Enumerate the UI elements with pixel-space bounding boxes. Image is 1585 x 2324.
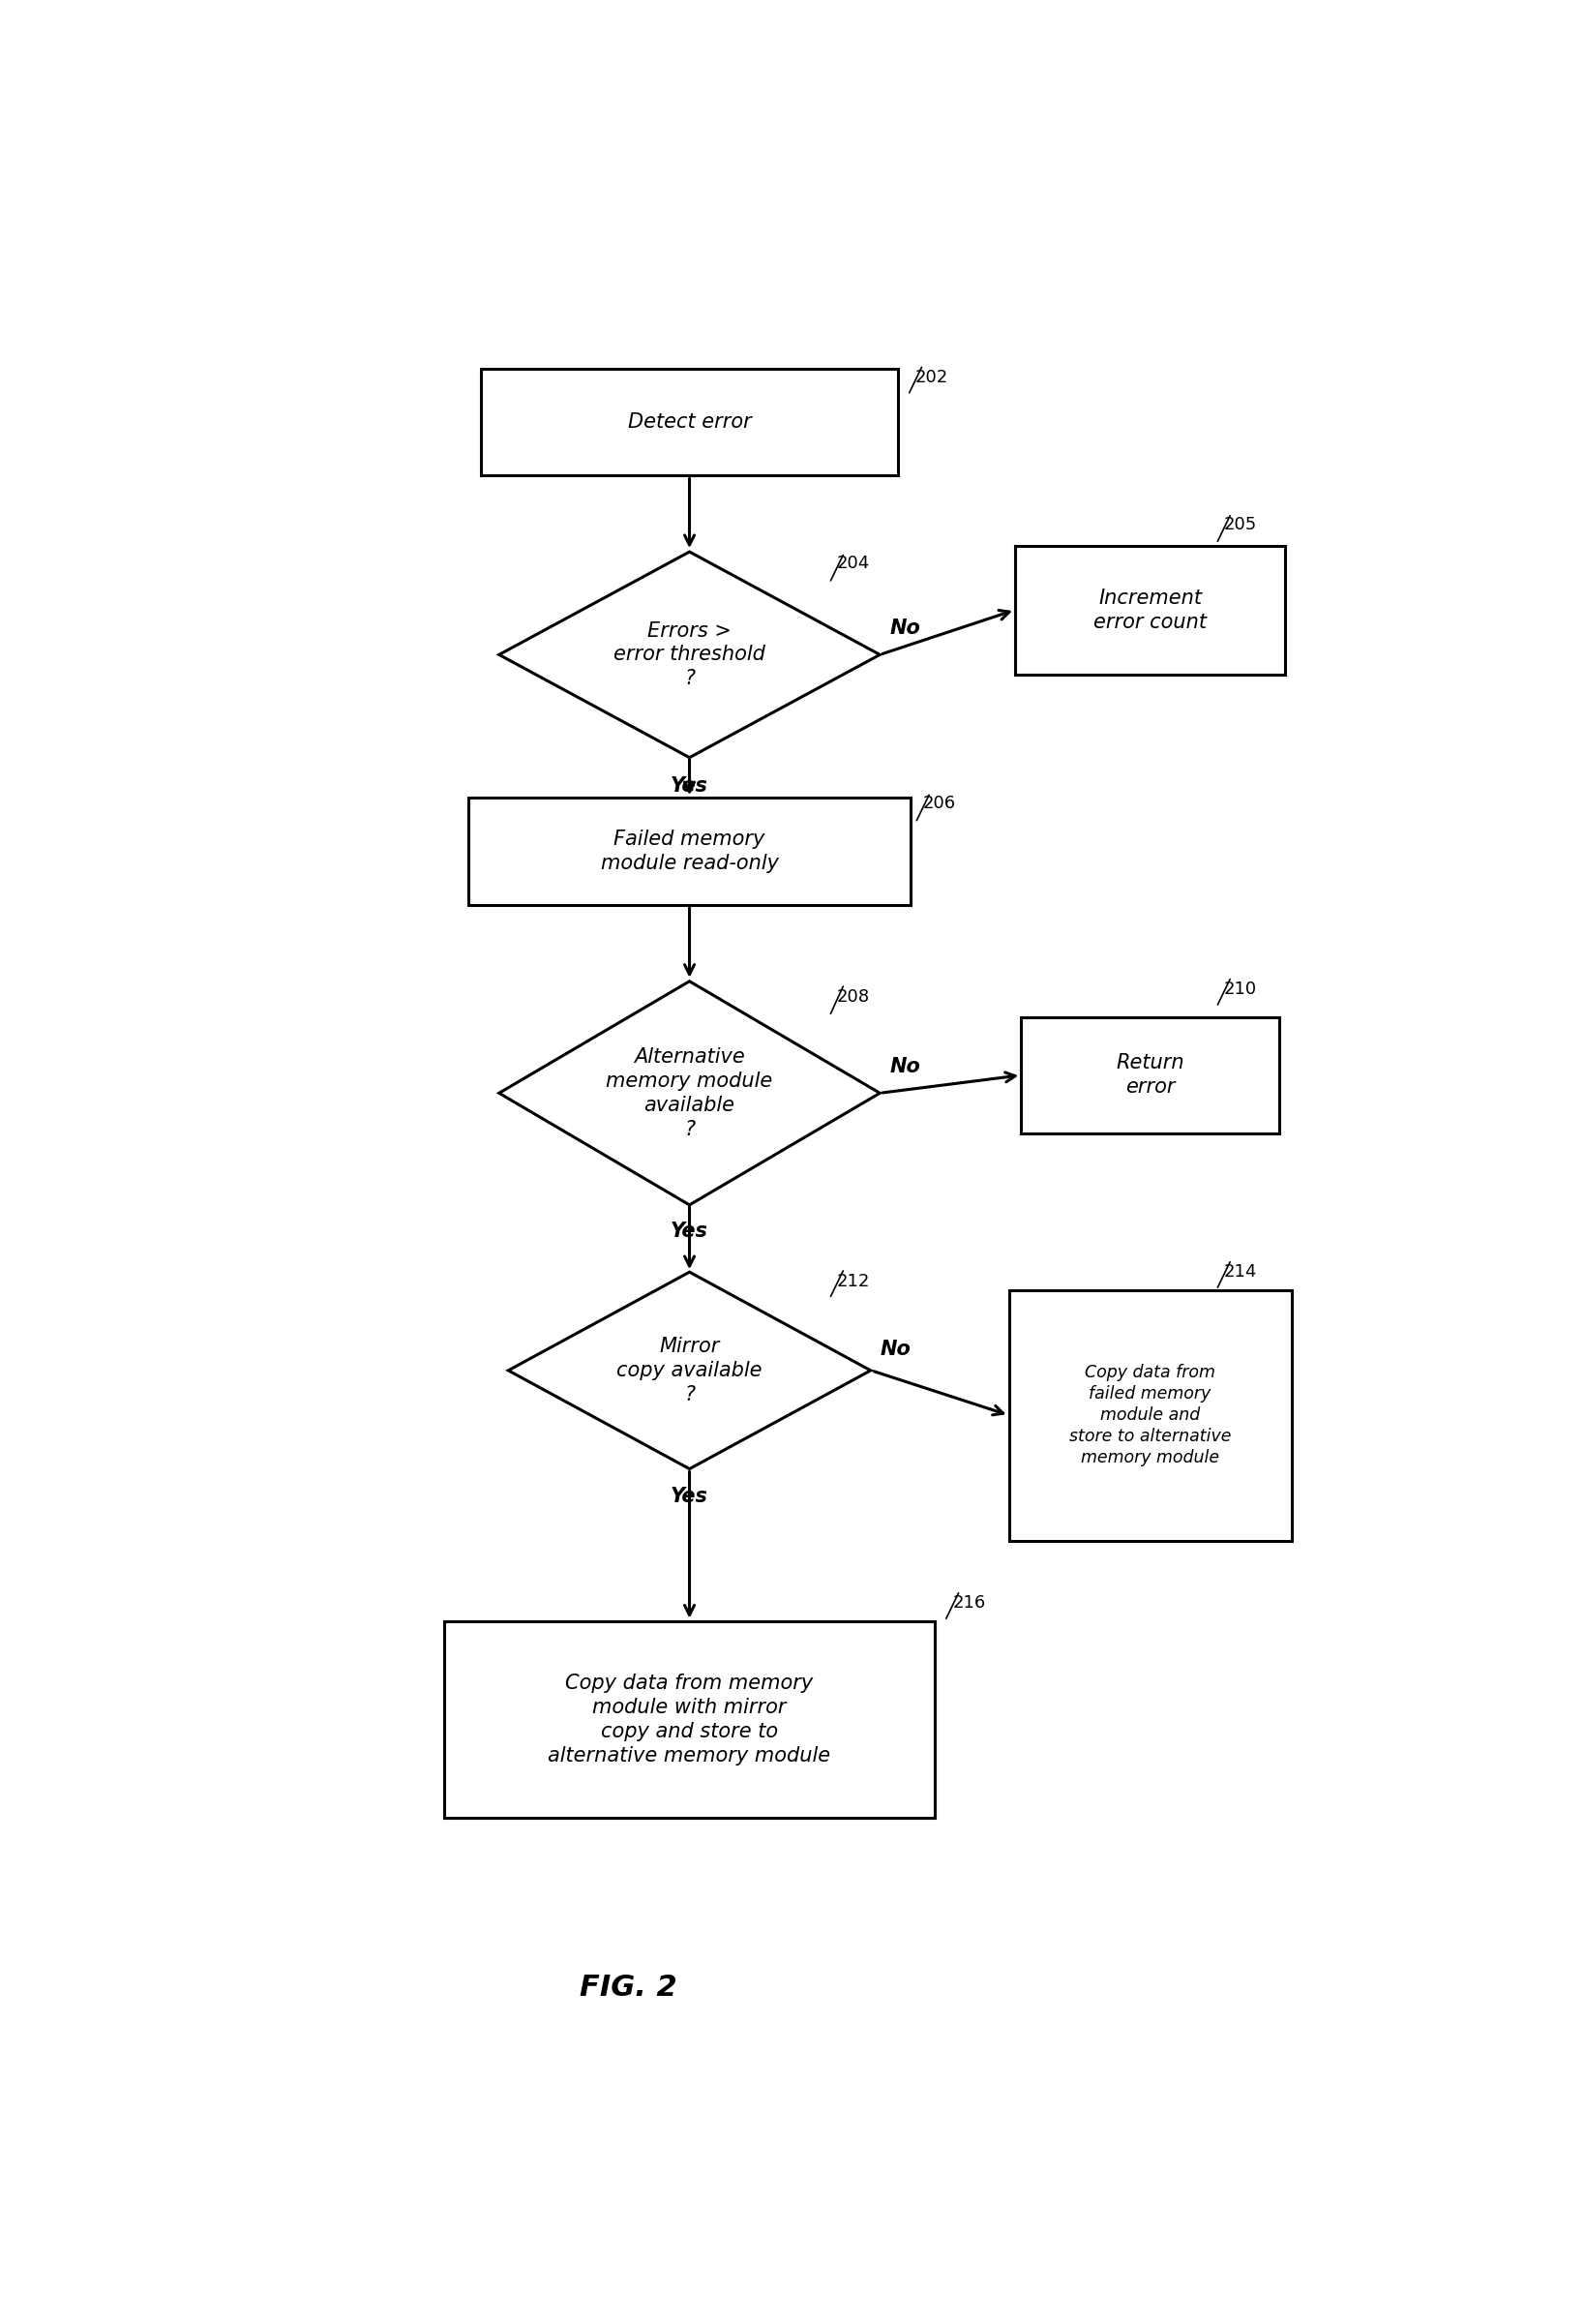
Text: 214: 214 — [1224, 1264, 1257, 1281]
Polygon shape — [509, 1271, 870, 1469]
Text: No: No — [880, 1339, 911, 1360]
Bar — [480, 367, 899, 476]
Polygon shape — [499, 981, 880, 1204]
Text: Alternative
memory module
available
?: Alternative memory module available ? — [605, 1048, 773, 1139]
Text: 216: 216 — [953, 1594, 986, 1613]
Text: Failed memory
module read-only: Failed memory module read-only — [601, 830, 778, 874]
Text: 206: 206 — [922, 795, 956, 811]
Bar — [1008, 1290, 1292, 1541]
Text: Yes: Yes — [670, 1222, 708, 1241]
Text: Errors >
error threshold
?: Errors > error threshold ? — [613, 621, 766, 688]
Text: Yes: Yes — [670, 776, 708, 795]
Text: Yes: Yes — [670, 1487, 708, 1506]
Text: 210: 210 — [1224, 981, 1257, 999]
Text: Increment
error count: Increment error count — [1094, 588, 1206, 632]
Text: Return
error: Return error — [1116, 1053, 1184, 1097]
Text: 204: 204 — [837, 555, 870, 572]
Bar — [469, 797, 911, 904]
Text: 212: 212 — [837, 1274, 870, 1290]
Text: FIG. 2: FIG. 2 — [579, 1973, 677, 2001]
Text: Detect error: Detect error — [628, 411, 751, 432]
Bar — [444, 1622, 935, 1817]
Text: Mirror
copy available
?: Mirror copy available ? — [617, 1336, 762, 1404]
Bar — [1014, 546, 1285, 674]
Text: 208: 208 — [837, 988, 870, 1006]
Text: Copy data from memory
module with mirror
copy and store to
alternative memory mo: Copy data from memory module with mirror… — [548, 1673, 831, 1766]
Polygon shape — [499, 551, 880, 758]
Text: Copy data from
failed memory
module and
store to alternative
memory module: Copy data from failed memory module and … — [1068, 1364, 1232, 1466]
Text: 205: 205 — [1224, 516, 1257, 532]
Text: 202: 202 — [916, 370, 949, 386]
Text: No: No — [889, 1057, 921, 1076]
Bar — [1021, 1018, 1279, 1134]
Text: No: No — [889, 618, 921, 637]
